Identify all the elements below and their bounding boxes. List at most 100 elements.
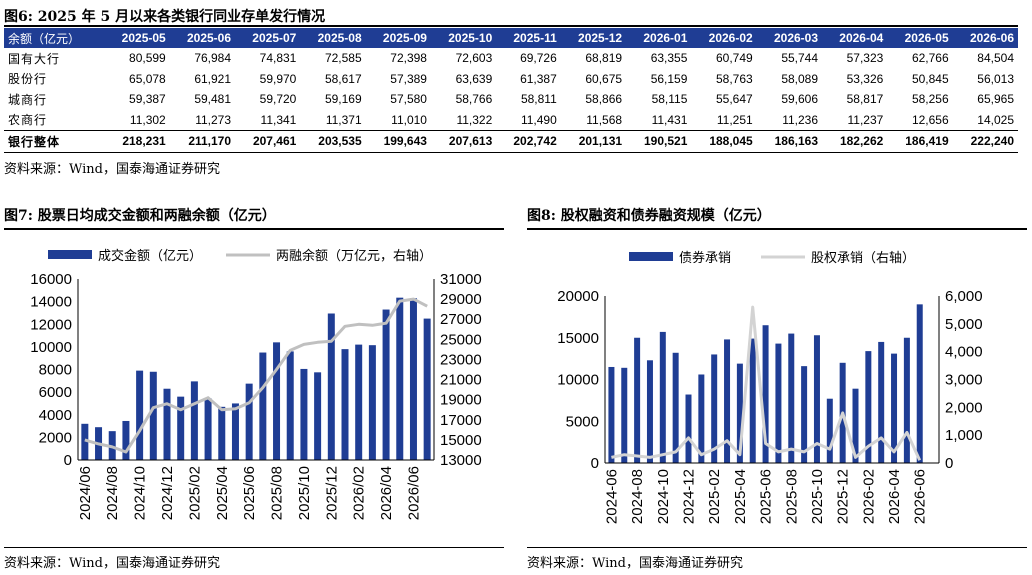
x-tick-label: 2026/06 (405, 466, 422, 520)
table-cell: 59,481 (194, 92, 232, 107)
table-cell: 68,819 (585, 51, 623, 66)
table-row: 银行整体 218,231 211,170 207,461 203,535 199,643 2… (4, 130, 1018, 153)
row-label: 国有大行 (8, 51, 61, 66)
bar (646, 360, 653, 463)
x-tick-label: 2025-10 (809, 469, 826, 524)
x-tick-label: 2026-06 (912, 469, 929, 524)
bar (749, 338, 756, 463)
x-tick-label: 2024/08 (104, 466, 121, 520)
header-month: 2026-02 (691, 28, 757, 48)
y-right-tick-label: 2,000 (945, 399, 983, 416)
header-month: 2025-11 (496, 28, 561, 48)
fig8-chart: 0 5000 10000 15000 20000 0 1,000 2,000 3,000 4,00… (557, 250, 983, 524)
fig7-chart: 0 2000 4000 6000 8000 10000 12000 14000 16000 130… (30, 248, 482, 520)
row-label: 股份行 (8, 72, 48, 87)
y-right-tick-label: 13000 (440, 452, 482, 469)
fig7-title: 图7: 股票日均成交金额和两融余额（亿元） (4, 208, 276, 224)
table-cell: 59,720 (259, 92, 297, 107)
bar (826, 398, 833, 463)
y-right-tick-label: 25000 (440, 331, 482, 348)
table-row: 农商行 11,302 11,273 11,341 11,371 11,010 11,322 1… (4, 110, 1018, 131)
bar (355, 344, 363, 460)
bar (368, 345, 376, 460)
bar (396, 297, 404, 460)
y-right-tick-label: 1,000 (945, 427, 983, 444)
bar (327, 313, 335, 460)
table-cell: 65,965 (977, 92, 1014, 107)
bar (736, 363, 743, 463)
table-row: 股份行 65,078 61,921 59,970 58,617 57,389 63,639 6… (4, 69, 1018, 90)
y-right-tick-label: 21000 (440, 372, 482, 389)
table-cell: 74,831 (259, 51, 297, 66)
table-cell: 58,763 (716, 71, 753, 86)
table-cell: 57,323 (846, 51, 884, 66)
header-month: 2025-06 (169, 28, 236, 48)
bar (852, 388, 859, 463)
header-month: 2026-06 (952, 28, 1018, 48)
table-cell: 207,461 (235, 130, 301, 153)
bar (762, 325, 769, 463)
y-left-tick-label: 2000 (39, 429, 72, 446)
table-cell: 11,431 (651, 112, 688, 127)
table-cell: 58,866 (585, 92, 623, 107)
table-cell: 188,045 (691, 130, 757, 153)
fig7-top-rule (4, 228, 504, 230)
y-right-tick-label: 29000 (440, 291, 482, 308)
x-tick-label: 2026/04 (378, 466, 395, 520)
y-left-tick-label: 14000 (30, 294, 72, 311)
y-right-tick-label: 15000 (440, 432, 482, 449)
table-cell: 58,811 (520, 92, 557, 107)
y-left-tick-label: 20000 (557, 288, 599, 305)
y-right-tick-label: 5,000 (945, 316, 983, 333)
header-month: 2025-07 (235, 28, 301, 48)
table-cell: 11,568 (586, 112, 623, 127)
fig6-title: 图6: 2025 年 5 月以来各类银行同业存单发行情况 (4, 9, 326, 25)
row-label: 农商行 (8, 113, 48, 128)
table-cell: 11,251 (716, 112, 753, 127)
series-line (84, 297, 428, 454)
y-left-tick-label: 8000 (39, 362, 72, 379)
table-cell: 11,236 (782, 112, 819, 127)
x-tick-label: 2024/06 (77, 466, 94, 520)
table-cell: 53,326 (846, 71, 884, 86)
table-cell: 59,970 (259, 71, 297, 86)
y-left-tick-label: 4000 (39, 407, 72, 424)
legend-bar-label: 成交金额（亿元） (98, 248, 202, 263)
bar (813, 335, 820, 463)
x-tick-label: 2024-06 (603, 469, 620, 524)
header-month: 2026-04 (822, 28, 888, 48)
table-cell: 50,845 (911, 71, 949, 86)
x-tick-label: 2024-12 (681, 469, 698, 524)
legend-bar-swatch (629, 252, 673, 261)
x-tick-label: 2024-08 (629, 469, 646, 524)
y-left-tick-label: 16000 (30, 271, 72, 288)
y-left-tick-label: 5000 (566, 413, 599, 430)
y-right-tick-label: 3,000 (945, 372, 983, 389)
table-cell: 60,749 (716, 51, 753, 66)
table-cell: 59,169 (324, 92, 362, 107)
table-cell: 11,490 (520, 112, 557, 127)
table-cell: 59,387 (129, 92, 166, 107)
table-cell: 72,603 (455, 51, 493, 66)
table-cell: 55,744 (781, 51, 819, 66)
table-cell: 80,599 (129, 51, 166, 66)
table-cell: 60,675 (585, 71, 623, 86)
table-cell: 11,010 (391, 112, 427, 127)
table-cell: 55,647 (716, 92, 753, 107)
x-tick-label: 2024-10 (655, 469, 672, 524)
table-cell: 72,398 (390, 51, 427, 66)
table-cell: 61,387 (520, 71, 557, 86)
table-cell: 63,639 (455, 71, 493, 86)
y-right-tick-label: 19000 (440, 392, 482, 409)
x-tick-label: 2024/12 (159, 466, 176, 520)
x-tick-label: 2026-04 (886, 469, 903, 524)
y-right-tick-label: 6,000 (945, 288, 983, 305)
table-cell: 11,237 (847, 112, 884, 127)
table-cell: 186,163 (756, 130, 823, 153)
legend-bar-swatch (48, 250, 92, 259)
bar (724, 339, 731, 463)
bar (634, 337, 641, 463)
bar (190, 381, 198, 460)
table-cell: 61,921 (194, 71, 232, 86)
y-right-tick-label: 31000 (440, 271, 482, 288)
